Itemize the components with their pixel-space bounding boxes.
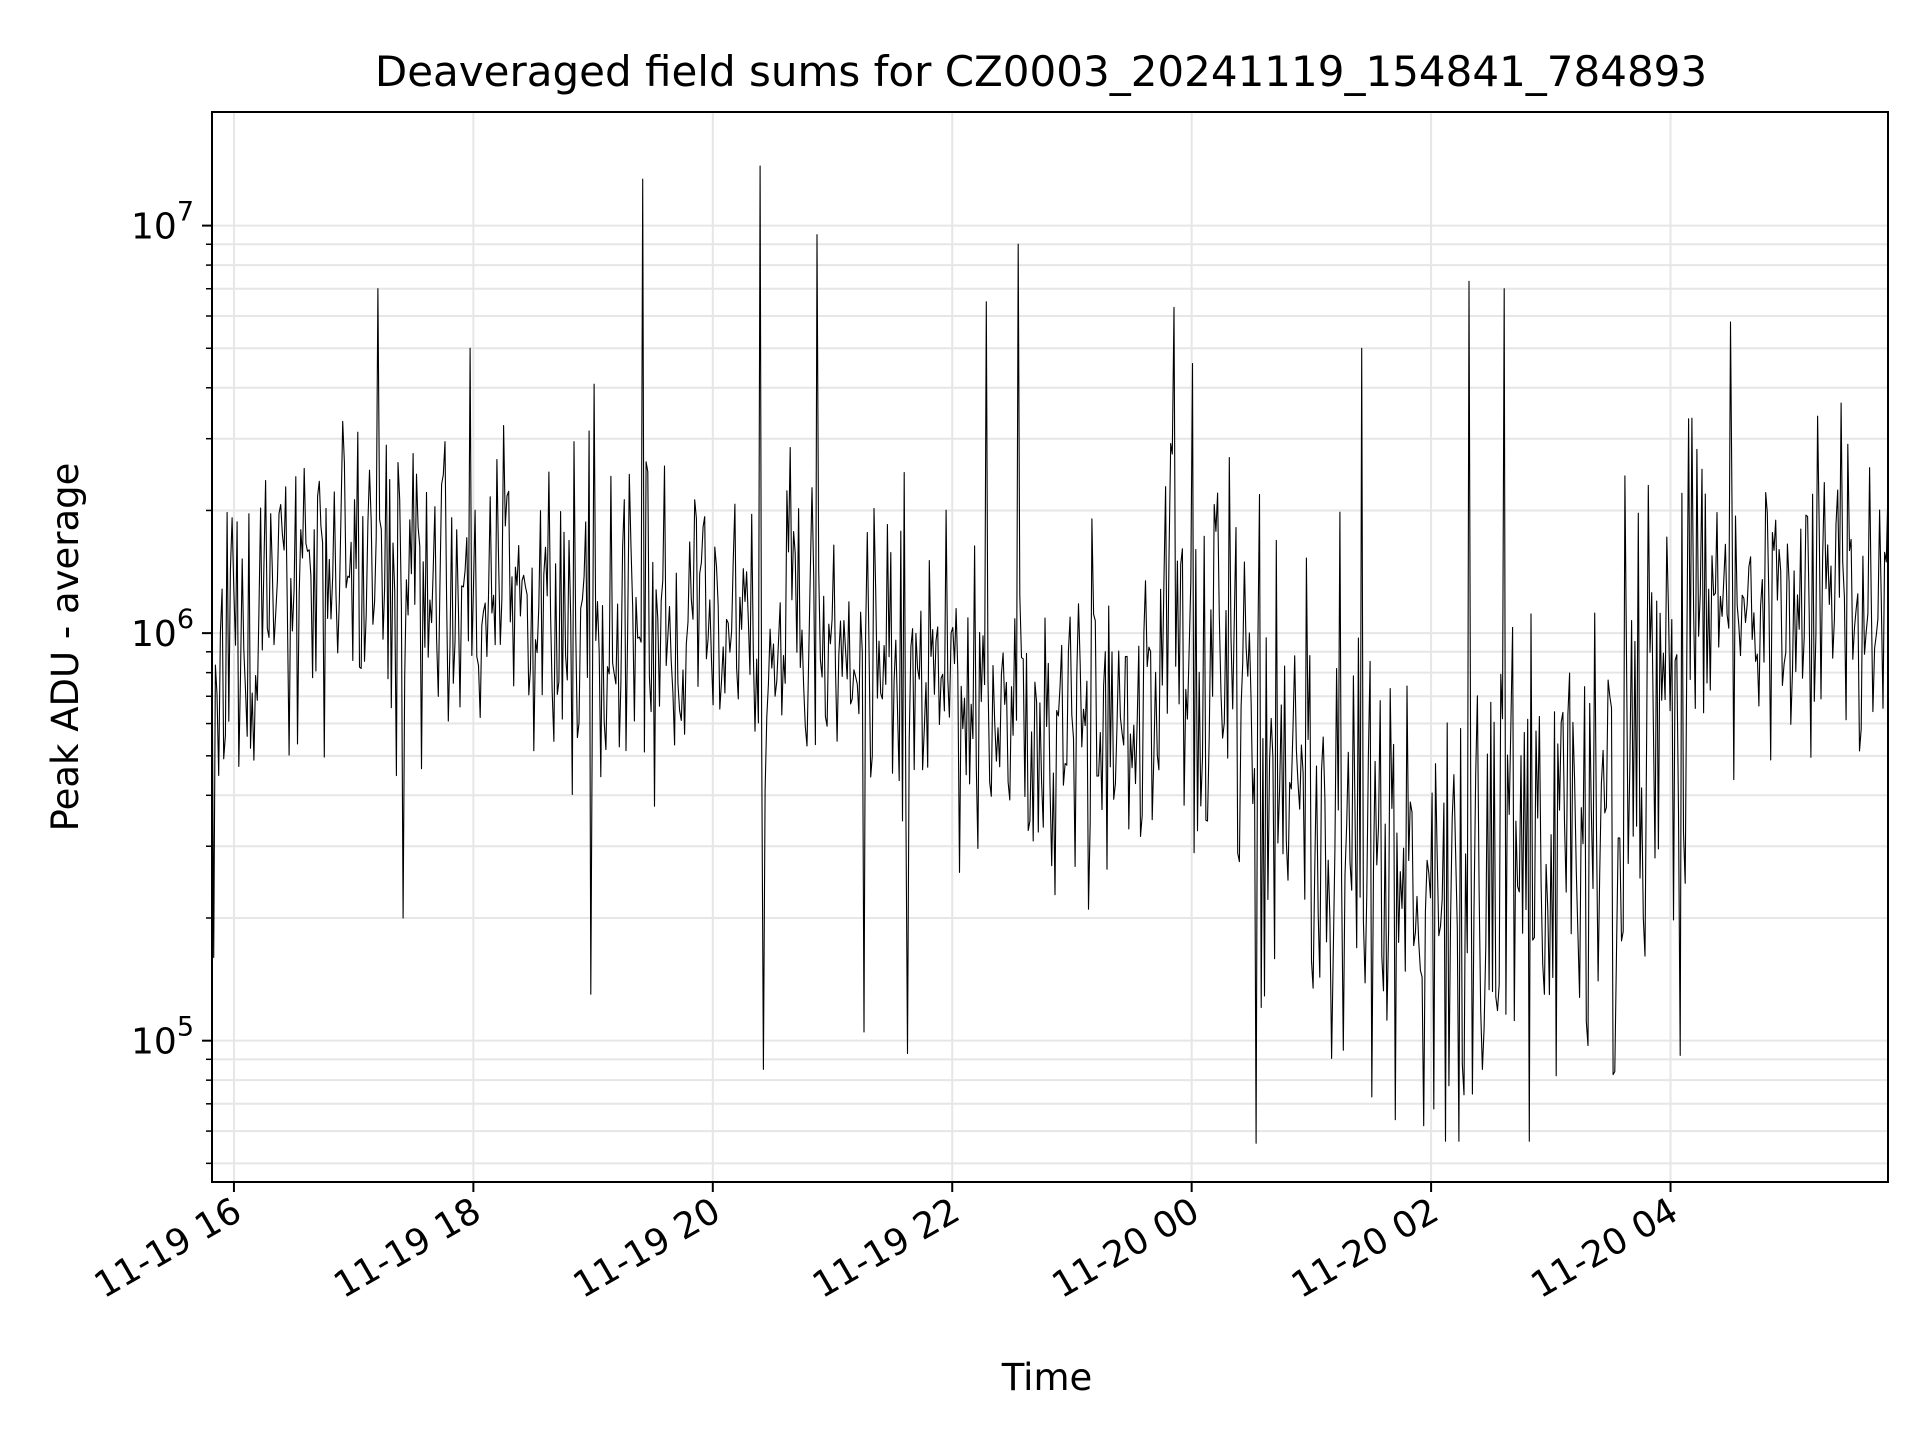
chart-title: Deaveraged field sums for CZ0003_2024111…: [375, 47, 1707, 96]
y-tick-label: 107: [131, 197, 194, 248]
x-tick-label: 11-20 00: [1045, 1190, 1206, 1306]
x-tick-label: 11-20 04: [1524, 1190, 1685, 1306]
y-axis: 105 106 107: [131, 197, 212, 1165]
plot-frame: [211, 111, 1889, 1183]
x-tick-label: 11-20 02: [1285, 1190, 1446, 1306]
y-tick-label: 105: [131, 1012, 194, 1063]
grid-layer: [212, 112, 1888, 1182]
x-axis: 11-19 16 11-19 18 11-19 20 11-19 22 11-20 00…: [88, 1182, 1685, 1307]
series-line: [212, 165, 1888, 1144]
x-tick-label: 11-19 20: [567, 1190, 728, 1306]
x-tick-label: 11-19 18: [327, 1190, 488, 1306]
x-tick-label: 11-19 22: [806, 1190, 967, 1306]
x-axis-label: Time: [1001, 1356, 1093, 1399]
y-axis-label: Peak ADU - average: [44, 463, 87, 832]
x-tick-label: 11-19 16: [88, 1190, 249, 1306]
y-tick-label: 106: [131, 604, 194, 655]
